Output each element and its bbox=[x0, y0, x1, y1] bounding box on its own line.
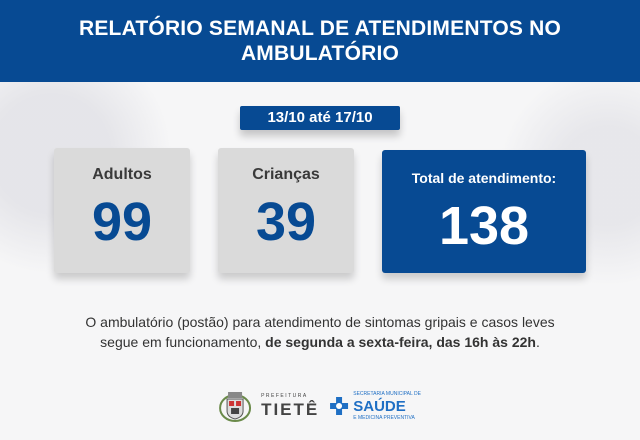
total-value: 138 bbox=[438, 196, 530, 256]
adults-label: Adultos bbox=[92, 166, 152, 183]
adults-value: 99 bbox=[91, 192, 153, 252]
prefeitura-logo: PREFEITURA TIETÊ bbox=[261, 393, 319, 419]
description-line-2: segue em funcionamento, de segunda a sex… bbox=[0, 332, 640, 352]
description: O ambulatório (postão) para atendimento … bbox=[0, 312, 640, 352]
children-label: Crianças bbox=[252, 166, 320, 183]
footer-logos: PREFEITURA TIETÊ SECRETARIA MUNICIPAL DE… bbox=[219, 386, 421, 426]
saude-top-text: SECRETARIA MUNICIPAL DE bbox=[353, 390, 421, 397]
saude-name: SAÚDE bbox=[353, 397, 406, 415]
saude-logo: SECRETARIA MUNICIPAL DE SAÚDE E MEDICINA… bbox=[329, 391, 421, 422]
header-banner: RELATÓRIO SEMANAL DE ATENDIMENTOS NO AMB… bbox=[0, 0, 640, 82]
prefeitura-name: TIETÊ bbox=[261, 400, 320, 419]
description-prefix: segue em funcionamento, bbox=[100, 334, 266, 350]
children-card: Crianças 39 bbox=[218, 148, 354, 273]
title-line-2: AMBULATÓRIO bbox=[240, 42, 400, 65]
children-value: 39 bbox=[255, 192, 317, 252]
city-crest-icon bbox=[219, 392, 252, 422]
adults-card: Adultos 99 bbox=[54, 148, 190, 273]
period-badge: 13/10 até 17/10 bbox=[240, 106, 400, 130]
description-line-1: O ambulatório (postão) para atendimento … bbox=[85, 314, 555, 330]
prefeitura-small-text: PREFEITURA bbox=[261, 393, 308, 399]
title-line-1: RELATÓRIO SEMANAL DE ATENDIMENTOS NO bbox=[78, 17, 562, 40]
total-label: Total de atendimento: bbox=[411, 170, 557, 186]
schedule-text: de segunda a sexta-feira, das 16h às 22h bbox=[265, 334, 536, 350]
health-cross-icon bbox=[330, 397, 349, 415]
description-suffix: . bbox=[535, 334, 540, 350]
total-card: Total de atendimento: 138 bbox=[382, 150, 586, 273]
saude-bottom-text: E MEDICINA PREVENTIVA bbox=[353, 414, 415, 421]
